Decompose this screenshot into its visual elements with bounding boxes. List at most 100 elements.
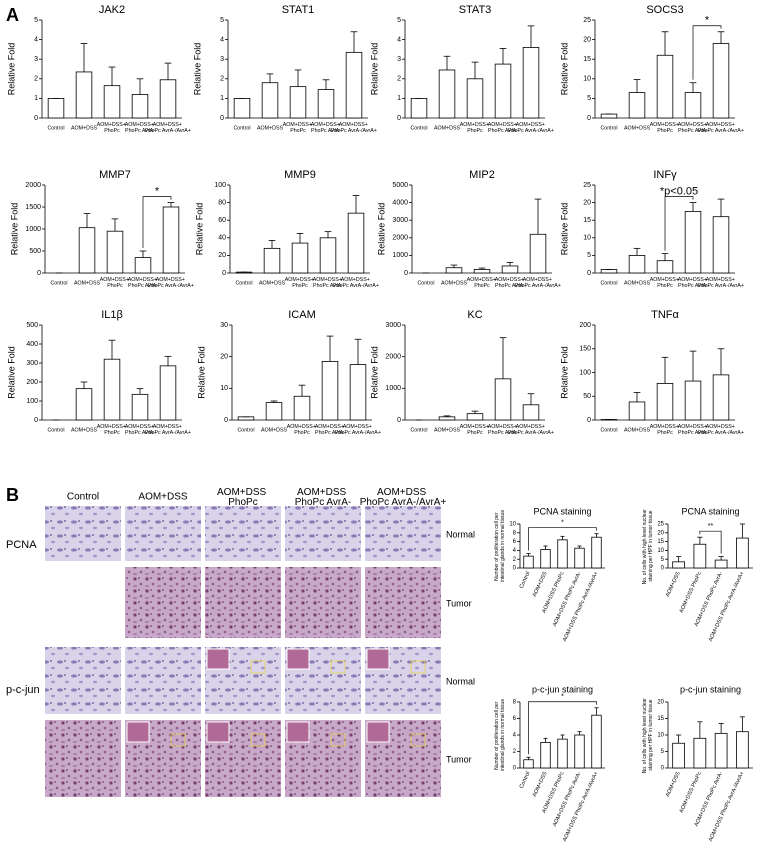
micrograph-inset (286, 648, 310, 670)
x-tick-label: AOM+DSS+ PhoPc AvrA-/AvrA+ (335, 424, 381, 436)
x-tick-label: AOM+DSS PhoPc AvrA-/AvrA+ (562, 771, 600, 843)
chart-title: p-c-jun staining (680, 684, 741, 694)
y-tick-label: 0 (587, 417, 591, 424)
y-axis-label: Number of proliferation cell per intesti… (494, 699, 506, 771)
y-tick-label: 0 (220, 115, 224, 122)
micrograph (365, 506, 441, 561)
y-tick-label: 25 (583, 17, 591, 24)
y-tick-label: 10 (583, 235, 591, 242)
bar (321, 361, 339, 421)
bar (693, 737, 707, 769)
y-tick-label: 400 (26, 341, 38, 348)
micrograph-inset (366, 721, 390, 743)
chart-title: STAT1 (282, 4, 315, 16)
bar (714, 559, 728, 569)
bar (103, 85, 121, 119)
y-tick-label: 0 (224, 417, 228, 424)
bar (293, 395, 311, 421)
zoom-box (170, 733, 186, 747)
y-axis-label: Relative Fold (559, 346, 569, 399)
y-tick-label: 6 (513, 716, 517, 722)
significance-label: * (155, 186, 160, 198)
x-tick-label: AOM+DSS (624, 125, 651, 131)
y-axis-label: Relative Fold (369, 346, 379, 399)
tissue-label: Tumor (446, 598, 472, 608)
bar (106, 230, 124, 274)
micrograph (365, 567, 441, 638)
y-tick-label: 0 (661, 566, 665, 572)
micrograph (285, 567, 361, 638)
y-tick-label: 5 (587, 95, 591, 102)
x-tick-label: Control (417, 280, 434, 286)
y-tick-label: 500 (29, 248, 41, 255)
x-tick-label: AOM+DSS (624, 427, 651, 433)
y-tick-label: 1000 (25, 226, 41, 233)
chart-title: KC (467, 309, 482, 321)
y-axis-label: Relative Fold (192, 43, 202, 96)
y-tick-label: 60 (218, 217, 226, 224)
y-tick-label: 2000 (392, 235, 408, 242)
y-tick-label: 3000 (392, 217, 408, 224)
x-tick-label: AOM+DSS (624, 280, 651, 286)
x-tick-label: AOM+DSS+ PhoPc AvrA-/AvrA+ (333, 277, 379, 289)
y-tick-label: 8 (513, 530, 517, 536)
x-tick-label: Control (600, 427, 617, 433)
x-tick-label: AOM+DSS (74, 280, 101, 286)
x-tick-label: AOM+DSS+ PhoPc AvrA- (313, 277, 344, 289)
bar (557, 539, 568, 569)
y-tick-label: 0 (397, 115, 401, 122)
y-axis-label: Relative Fold (559, 43, 569, 96)
bar (349, 364, 367, 421)
bar (494, 378, 512, 421)
y-tick-label: 0 (222, 270, 226, 277)
bar (736, 537, 749, 569)
tissue-label: Normal (446, 529, 475, 539)
x-tick-label: AOM+DSS+ PhoPc AvrA-/AvrA+ (508, 424, 554, 436)
y-tick-label: 4 (34, 36, 38, 43)
x-tick-label: Control (410, 125, 427, 131)
bar (162, 206, 180, 274)
x-tick-label: AOM+DSS+ PhoPc (467, 277, 498, 289)
y-tick-label: 1000 (392, 252, 408, 259)
x-tick-label: AOM+DSS (71, 427, 98, 433)
x-tick-label: AOM+DSS (532, 771, 549, 798)
column-header: Control (67, 492, 99, 503)
x-tick-label: AOM+DSS+ PhoPc (285, 277, 316, 289)
x-tick-label: AOM+DSS+ PhoPc (650, 122, 681, 134)
y-tick-label: 100 (214, 182, 226, 189)
micrograph (125, 506, 201, 561)
x-tick-label: AOM+DSS+ PhoPc AvrA- (488, 122, 519, 134)
bar (712, 43, 730, 119)
bar (684, 380, 702, 421)
y-axis-label: No. of cells with high level nuclear sta… (642, 508, 654, 585)
y-axis-label: Relative Fold (9, 203, 19, 256)
micrograph (285, 506, 361, 561)
chart-title: p-c-jun staining (532, 684, 593, 694)
y-tick-label: 4 (220, 36, 224, 43)
significance-label: * (561, 694, 564, 701)
y-tick-label: 5 (661, 749, 665, 755)
micrograph (45, 720, 121, 797)
micrograph-inset (286, 721, 310, 743)
significance-bracket (699, 530, 722, 554)
x-tick-label: Control (410, 427, 427, 433)
column-header: AOM+DSS PhoPc AvrA- (295, 487, 352, 508)
y-tick-label: 20 (657, 700, 664, 706)
significance-label: * (705, 15, 710, 27)
y-tick-label: 1 (34, 95, 38, 102)
micrograph (45, 647, 121, 714)
zoom-box (250, 660, 266, 674)
significance-bracket (528, 527, 597, 551)
x-tick-label: AOM+DSS (665, 771, 682, 798)
bar (557, 738, 568, 769)
y-tick-label: 4000 (392, 199, 408, 206)
bar (628, 254, 646, 274)
x-tick-label: AOM+DSS+ PhoPc AvrA-/AvrA+ (515, 277, 561, 289)
chart-title: ICAM (288, 309, 316, 321)
x-tick-label: AOM+DSS+ PhoPc (460, 424, 491, 436)
x-tick-label: Control (600, 125, 617, 131)
x-tick-label: AOM+DSS (441, 280, 468, 286)
micrograph-inset (206, 648, 230, 670)
y-axis-label: No. of cells with high level nuclear sta… (642, 697, 654, 774)
chart-title: PCNA staining (681, 506, 739, 516)
